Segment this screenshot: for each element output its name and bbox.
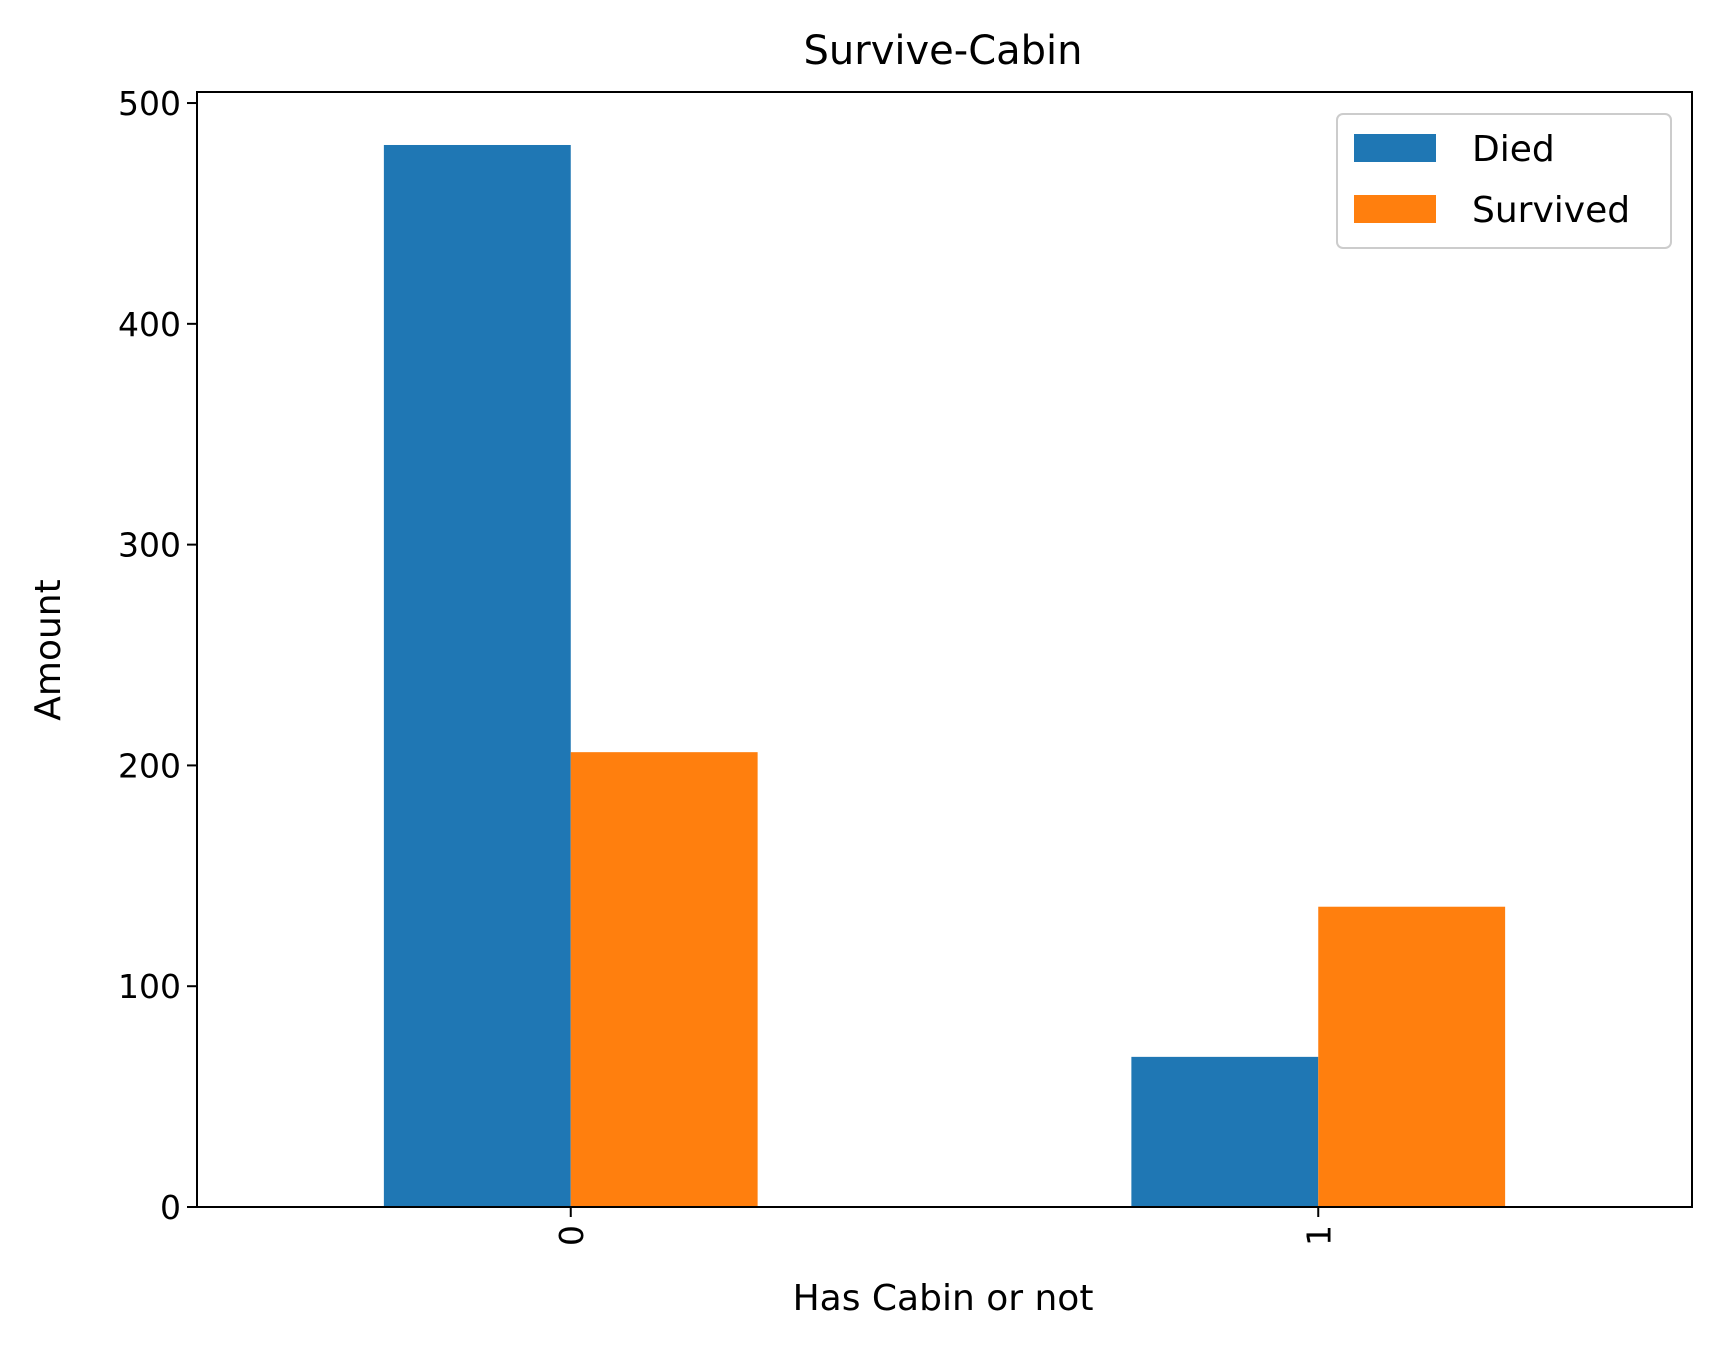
y-tick-label-0: 0 [160, 1188, 181, 1227]
legend-label-survived: Survived [1472, 190, 1630, 231]
y-tick-label-300: 300 [118, 526, 181, 565]
y-tick-label-400: 400 [118, 305, 181, 344]
y-tick-label-100: 100 [118, 967, 181, 1006]
x-tick-label-0: 0 [552, 1225, 591, 1246]
bar-survived-1 [1318, 906, 1506, 1207]
y-tick-label-500: 500 [118, 84, 181, 123]
y-axis: 0 100 200 300 400 500 [118, 84, 197, 1227]
legend: Died Survived [1336, 113, 1672, 249]
x-tick-label-1: 1 [1299, 1225, 1338, 1246]
y-axis-label: Amount [28, 579, 69, 720]
bar-survived-0 [570, 752, 758, 1207]
bar-died-1 [1131, 1056, 1319, 1207]
x-axis-label: Has Cabin or not [793, 1278, 1094, 1319]
legend-swatch-died [1354, 134, 1436, 162]
chart-title: Survive-Cabin [804, 28, 1083, 74]
legend-label-died: Died [1472, 129, 1555, 170]
y-tick-label-200: 200 [118, 746, 181, 785]
bars-layer [383, 144, 1506, 1207]
bar-died-0 [383, 144, 571, 1207]
legend-swatch-survived [1354, 195, 1436, 223]
plot-frame [196, 91, 1693, 1208]
